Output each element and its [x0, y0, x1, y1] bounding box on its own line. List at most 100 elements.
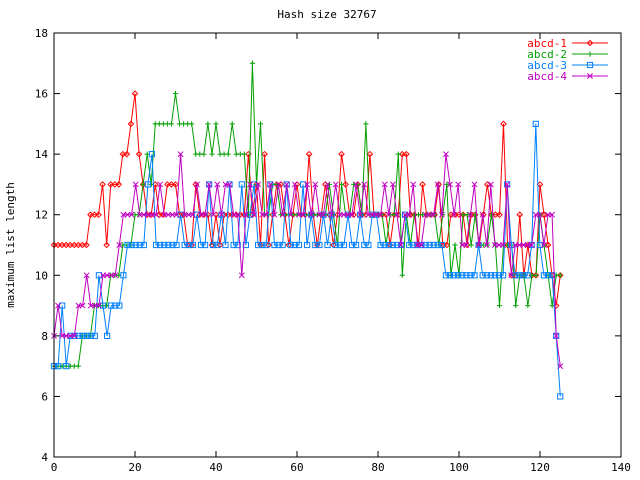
data-point-abcd-2 — [229, 121, 235, 127]
legend-label-abcd-1: abcd-1 — [527, 37, 567, 50]
data-point-abcd-3 — [316, 241, 323, 249]
data-point-abcd-4 — [193, 181, 200, 188]
data-point-abcd-1 — [500, 120, 507, 128]
data-point-abcd-3 — [189, 241, 196, 249]
y-tick-label: 18 — [35, 27, 48, 40]
data-point-abcd-4 — [83, 272, 90, 279]
data-point-abcd-4 — [242, 211, 249, 218]
data-point-abcd-3 — [165, 241, 172, 249]
data-point-abcd-3 — [275, 241, 282, 249]
data-point-abcd-3 — [255, 241, 262, 249]
data-point-abcd-3 — [467, 272, 474, 279]
data-point-abcd-3 — [124, 241, 131, 249]
data-point-abcd-3 — [152, 241, 160, 249]
data-point-abcd-3 — [279, 241, 286, 249]
data-point-abcd-4 — [475, 242, 482, 248]
data-point-abcd-4 — [536, 211, 543, 218]
data-point-abcd-3 — [442, 272, 450, 279]
data-point-abcd-3 — [406, 241, 413, 249]
data-point-abcd-2 — [557, 272, 563, 278]
data-point-abcd-4 — [528, 242, 535, 248]
data-point-abcd-3 — [83, 332, 90, 339]
data-point-abcd-4 — [398, 242, 404, 248]
data-point-abcd-4 — [255, 181, 262, 188]
data-point-abcd-3 — [540, 272, 548, 279]
data-point-abcd-4 — [71, 332, 78, 339]
data-point-abcd-4 — [153, 211, 160, 218]
data-point-abcd-4 — [418, 242, 425, 248]
data-point-abcd-3 — [169, 241, 176, 249]
data-point-abcd-2 — [391, 212, 397, 218]
y-tick-label: 14 — [35, 148, 49, 161]
data-point-abcd-4 — [508, 272, 515, 279]
data-point-abcd-3 — [499, 272, 507, 279]
data-point-abcd-3 — [161, 241, 168, 249]
data-point-abcd-3 — [214, 241, 221, 249]
y-tick-label: 4 — [41, 451, 48, 464]
data-point-abcd-1 — [99, 181, 106, 188]
data-point-abcd-4 — [463, 242, 470, 248]
data-point-abcd-3 — [381, 241, 388, 249]
data-point-abcd-3 — [410, 241, 417, 249]
data-point-abcd-4 — [353, 181, 360, 188]
data-point-abcd-3 — [532, 120, 539, 127]
data-point-abcd-3 — [271, 241, 278, 249]
data-point-abcd-4 — [116, 242, 123, 248]
axis-ticks: 0 20 40 60 80 100 120 140 4 6 8 10 12 14 16 18 — [35, 27, 631, 474]
data-point-abcd-3 — [242, 241, 249, 249]
data-point-abcd-3 — [332, 241, 339, 249]
data-point-abcd-3 — [524, 272, 531, 279]
data-point-abcd-4 — [177, 151, 184, 158]
data-point-abcd-4 — [328, 211, 335, 218]
data-point-abcd-3 — [75, 332, 82, 339]
data-point-abcd-2 — [249, 60, 256, 66]
data-point-abcd-1 — [516, 211, 524, 219]
data-point-abcd-2 — [241, 151, 247, 157]
data-point-abcd-3 — [422, 241, 429, 249]
data-point-abcd-3 — [210, 241, 217, 249]
data-point-abcd-4 — [349, 211, 355, 218]
data-point-abcd-4 — [557, 363, 564, 370]
series-line-abcd-4 — [53, 154, 561, 367]
plot-frame — [53, 32, 622, 458]
data-point-abcd-3 — [304, 241, 311, 249]
data-point-abcd-3 — [512, 272, 519, 279]
data-point-abcd-3 — [520, 272, 527, 279]
data-point-abcd-3 — [536, 241, 543, 249]
data-point-abcd-4 — [79, 302, 86, 309]
data-point-abcd-2 — [168, 121, 175, 127]
data-point-abcd-4 — [291, 181, 298, 188]
data-point-abcd-3 — [312, 241, 319, 249]
data-point-abcd-3 — [59, 302, 66, 309]
data-point-abcd-4 — [95, 302, 102, 309]
data-point-abcd-2 — [338, 181, 345, 188]
data-point-abcd-2 — [213, 121, 219, 127]
legend-marker-abcd-3 — [586, 61, 594, 69]
chart-title: Hash size 32767 — [277, 8, 376, 21]
data-point-abcd-4 — [332, 181, 339, 188]
data-point-abcd-3 — [201, 241, 209, 249]
y-tick-label: 10 — [35, 269, 48, 282]
data-point-abcd-3 — [377, 241, 384, 249]
data-point-abcd-3 — [516, 272, 523, 279]
data-point-abcd-4 — [312, 181, 319, 188]
data-point-abcd-4 — [361, 181, 368, 188]
data-point-abcd-3 — [389, 241, 396, 249]
x-tick-label: 80 — [371, 461, 384, 474]
data-point-abcd-1 — [342, 181, 349, 188]
data-point-abcd-3 — [459, 272, 466, 279]
data-point-abcd-3 — [438, 241, 445, 249]
data-point-abcd-2 — [464, 212, 470, 218]
data-point-abcd-3 — [557, 393, 564, 400]
data-point-abcd-1 — [83, 241, 90, 249]
data-point-abcd-3 — [426, 241, 433, 249]
data-point-abcd-4 — [357, 211, 364, 218]
data-point-abcd-3 — [234, 241, 241, 249]
x-tick-label: 140 — [611, 461, 631, 474]
data-point-abcd-1 — [403, 150, 410, 158]
x-tick-label: 40 — [209, 461, 222, 474]
data-point-abcd-3 — [181, 241, 188, 249]
data-point-abcd-3 — [361, 241, 368, 249]
data-point-abcd-4 — [504, 181, 511, 188]
